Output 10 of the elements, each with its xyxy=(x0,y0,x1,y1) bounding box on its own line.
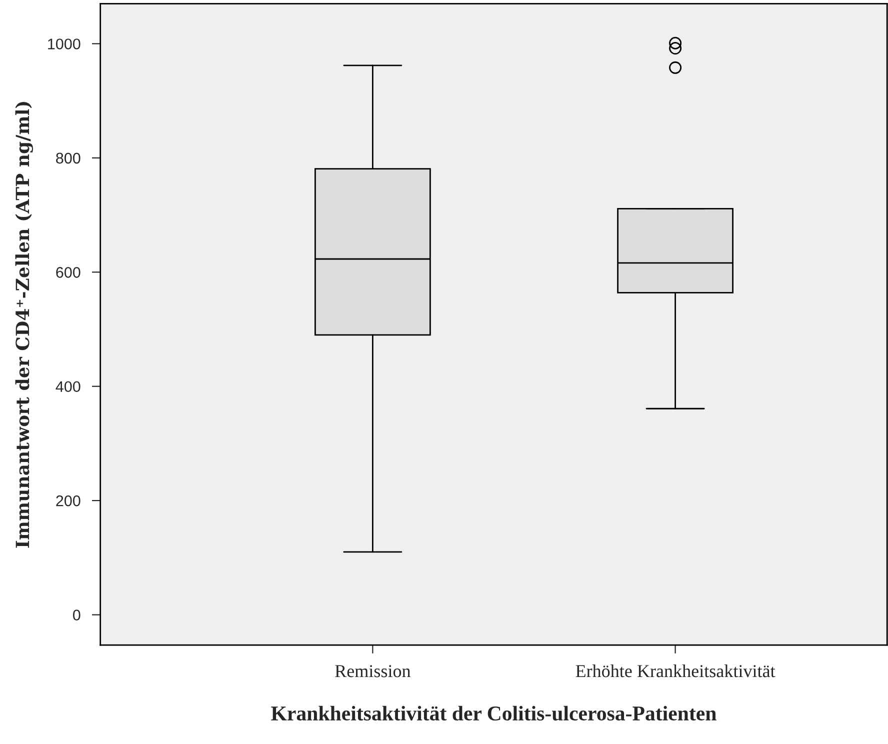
y-axis-title: Immunantwort der CD4⁺-Zellen (ATP ng/ml) xyxy=(15,102,34,548)
y-tick-label: 200 xyxy=(56,495,80,506)
y-tick-label: 600 xyxy=(56,266,80,278)
x-tick-label: Erhöhte Krankheitsaktivität xyxy=(576,664,776,678)
y-tick-label: 1000 xyxy=(48,38,80,50)
y-tick-label: 400 xyxy=(56,381,80,392)
y-tick-label: 0 xyxy=(73,610,80,620)
y-tick-label: 800 xyxy=(56,152,80,164)
x-tick-label: Remission xyxy=(335,665,411,678)
x-axis-title: Krankheitsaktivität der Colitis-ulcerosa-Patienten xyxy=(271,706,716,721)
